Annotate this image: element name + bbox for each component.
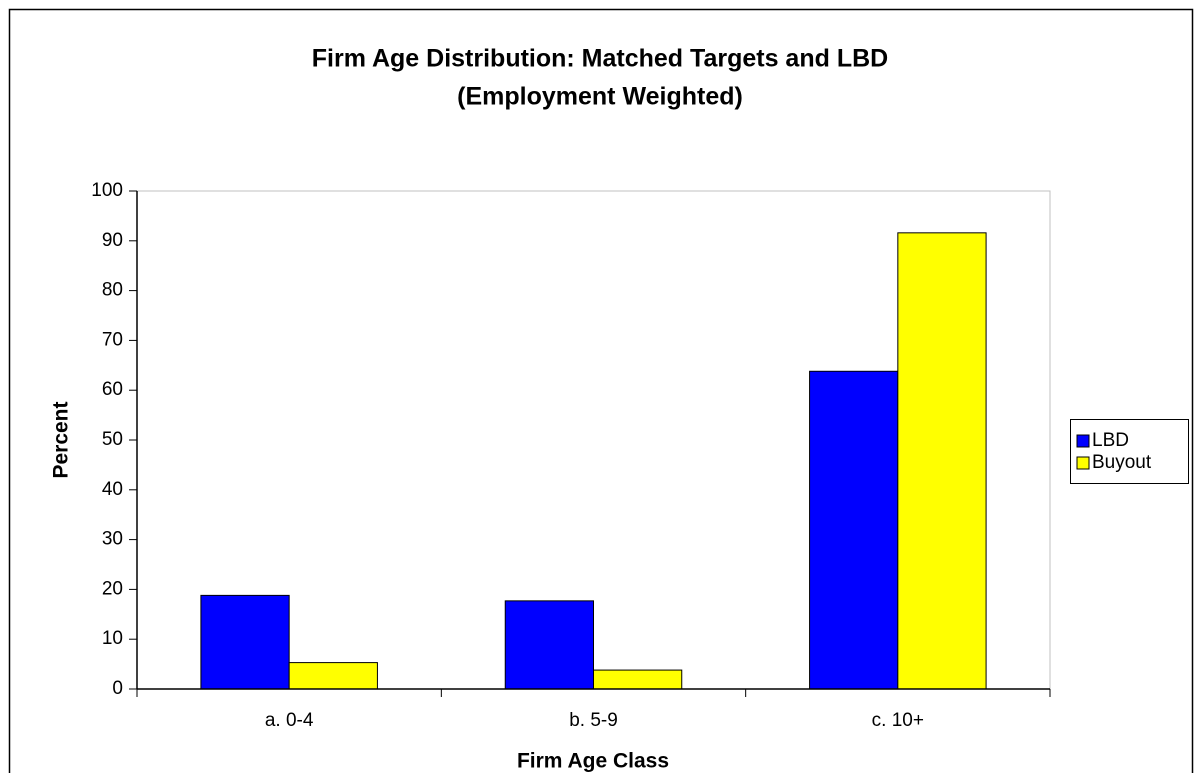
bar — [897, 232, 987, 690]
legend-swatch — [1076, 434, 1090, 448]
bar — [809, 370, 899, 690]
y-tick-label: 60 — [102, 379, 123, 400]
chart-subtitle: (Employment Weighted) — [457, 83, 743, 111]
y-tick-label: 100 — [91, 180, 123, 201]
y-tick-label: 80 — [102, 280, 123, 301]
y-tick-label: 20 — [102, 578, 123, 599]
x-tick-label: a. 0-4 — [265, 710, 314, 731]
legend-label: Buyout — [1092, 452, 1152, 473]
bar — [504, 600, 595, 690]
y-tick-label: 90 — [102, 230, 123, 251]
y-tick-label: 70 — [102, 329, 123, 350]
y-tick-label: 50 — [102, 429, 123, 450]
y-tick-label: 40 — [102, 479, 123, 500]
y-tick-label: 10 — [102, 628, 123, 649]
legend-swatch — [1076, 456, 1090, 470]
x-tick-label: b. 5-9 — [569, 710, 618, 731]
bar — [200, 594, 290, 690]
bar — [288, 662, 378, 690]
y-tick-label: 30 — [102, 529, 123, 550]
x-tick-label: c. 10+ — [872, 710, 924, 731]
y-axis-title: Percent — [50, 401, 73, 478]
y-tick-label: 0 — [112, 678, 123, 699]
bar — [593, 669, 683, 690]
legend-label: LBD — [1092, 430, 1129, 451]
x-axis-title: Firm Age Class — [517, 750, 669, 773]
legend-box — [1070, 419, 1189, 484]
chart-title: Firm Age Distribution: Matched Targets a… — [312, 45, 888, 73]
